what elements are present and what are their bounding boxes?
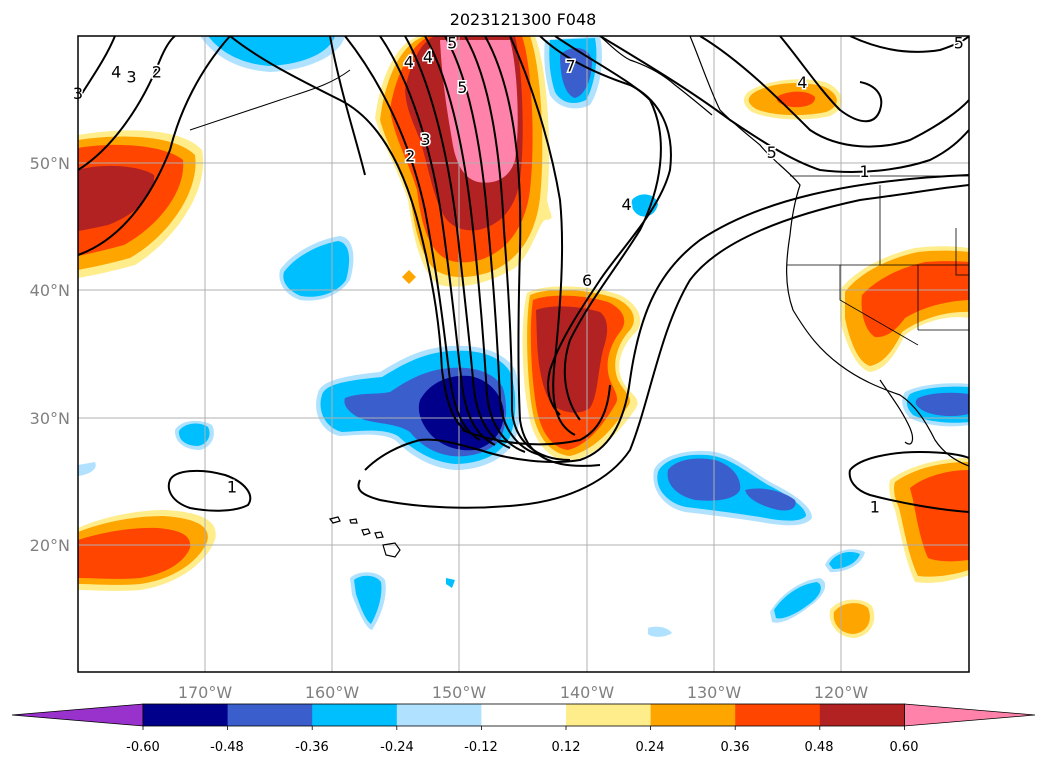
lat-tick-label: 40°N — [30, 281, 70, 300]
lon-tick-label: 150°W — [432, 683, 487, 702]
colorbar-extend-high — [904, 703, 1036, 727]
lat-tick-label: 20°N — [30, 536, 70, 555]
alaska-coastline — [599, 36, 713, 116]
contour-label: 3 — [126, 68, 136, 87]
colorbar-swatch — [481, 704, 567, 726]
colorbar-tick-label: -0.36 — [295, 740, 329, 755]
colorbar-swatch — [650, 704, 736, 726]
colorbar-tick-label: 0.60 — [890, 740, 919, 755]
colorbar-swatch — [143, 704, 229, 726]
baja-coastline — [879, 379, 914, 445]
contour-label: 5 — [457, 78, 467, 97]
colorbar-outline — [142, 703, 905, 727]
colorbar-swatch — [566, 704, 652, 726]
contour-label: 2 — [152, 63, 162, 82]
state-borders — [787, 175, 969, 346]
colorbar-tick-label: -0.12 — [464, 740, 498, 755]
contour-label: 4 — [111, 63, 121, 82]
contour-label: 1 — [227, 477, 237, 496]
colorbar-tick-label: 0.48 — [805, 740, 834, 755]
contour-label: 4 — [404, 52, 414, 71]
map-frame — [77, 35, 970, 673]
longitude-tick-labels: 170°W 160°W 150°W 140°W 130°W 120°W — [178, 683, 869, 702]
lon-tick-label: 160°W — [305, 683, 360, 702]
negative-anomaly-cutoff — [316, 345, 521, 470]
lon-tick-label: 170°W — [178, 683, 233, 702]
colorbar-tick-label: -0.24 — [380, 740, 414, 755]
colorbar-tick-label: 0.24 — [636, 740, 665, 755]
colorbar-swatch — [396, 704, 482, 726]
colorbar-swatches — [11, 703, 1036, 730]
contour-label: 4 — [423, 47, 433, 66]
contour-label: 1 — [860, 162, 870, 181]
negative-anomaly-subtropical — [653, 450, 812, 526]
positive-anomaly-southwest — [78, 510, 216, 591]
lon-tick-label: 120°W — [814, 683, 869, 702]
hawaiian-islands — [328, 516, 401, 558]
height-contours — [78, 36, 969, 513]
contour-label: 7 — [566, 56, 576, 75]
contour-label: 5 — [767, 143, 777, 162]
colorbar-tick-label: 0.36 — [721, 740, 750, 755]
colorbar-tick-label: -0.48 — [210, 740, 244, 755]
contour-label: 3 — [420, 130, 430, 149]
contour-label: 1 — [870, 498, 880, 517]
lat-tick-label: 50°N — [30, 154, 70, 173]
latitude-tick-labels: 20°N 30°N 40°N 50°N — [30, 154, 70, 555]
colorbar-tick-label: 0.12 — [552, 740, 581, 755]
contour-label: 2 — [405, 147, 415, 166]
contour-label: 4 — [622, 195, 632, 214]
colorbar-swatch — [227, 704, 313, 726]
contour-label: 4 — [797, 73, 807, 92]
colorbar-ticks: -0.60 -0.48 -0.36 -0.24 -0.12 0.12 0.24 … — [126, 740, 918, 755]
lon-tick-label: 130°W — [687, 683, 742, 702]
lon-tick-label: 140°W — [560, 683, 615, 702]
coastlines — [189, 36, 969, 467]
lat-tick-label: 30°N — [30, 409, 70, 428]
colorbar-tick-label: -0.60 — [126, 740, 160, 755]
map-title: 2023121300 F048 — [450, 10, 597, 29]
north-america-coastline — [689, 36, 969, 467]
contour-label: 5 — [954, 33, 964, 52]
contour-label: 6 — [582, 271, 592, 290]
colorbar-extend-low — [11, 703, 144, 727]
colorbar-swatch — [819, 704, 905, 726]
colorbar-swatch — [312, 704, 398, 726]
positive-anomaly-northeast — [840, 246, 969, 372]
colorbar: -0.60 -0.48 -0.36 -0.24 -0.12 0.12 0.24 … — [11, 703, 1036, 755]
contour-label: 5 — [447, 33, 457, 52]
aleutian-islands — [189, 69, 351, 131]
positive-anomaly-southeast — [889, 458, 969, 583]
colorbar-swatch — [735, 704, 821, 726]
